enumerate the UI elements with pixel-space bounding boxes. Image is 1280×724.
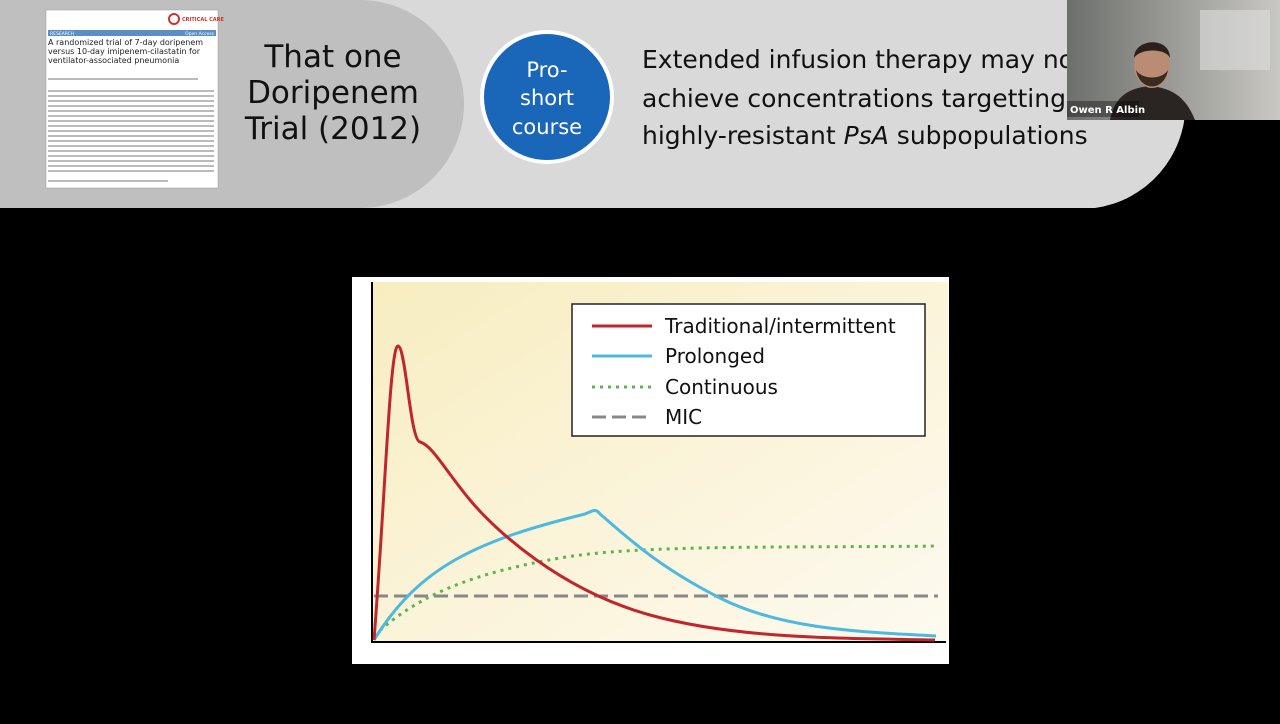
legend-label: MIC [665,405,702,429]
text: PsA [844,121,889,150]
heading-line: Doripenem [247,75,419,111]
legend-label: Prolonged [665,344,765,368]
traditional-curve [372,344,936,642]
badge-line: Pro- [526,58,567,82]
statement-line: highly-resistant PsA subpopulations [642,121,1088,150]
journal: CRITICAL CARE [182,17,225,23]
heading-line: That one [263,39,401,75]
participant-name: Owen R Albin [1070,105,1145,116]
prolonged-curve [372,509,937,641]
badge-line: course [512,115,582,139]
paper-thumbnail: CRITICAL CARE RESEARCH Open Access A ran… [45,9,225,189]
heading: That one Doripenem Trial (2012) [244,39,421,147]
badge [480,30,614,164]
legend-label: Continuous [665,375,778,399]
statement-line: achieve concentrations targetting [642,84,1066,113]
continuous-curve [372,544,939,638]
text: subpopulations [889,121,1088,150]
paper-title: A randomized trial of 7-day doripenem ve… [48,38,204,65]
webcam: Owen R Albin [1067,0,1280,120]
section: RESEARCH [50,31,74,37]
legend-label: Traditional/intermittent [664,314,896,338]
badge-line: short [520,86,574,110]
access: Open Access [185,31,215,37]
heading-line: Trial (2012) [244,111,421,147]
statement-line: Extended infusion therapy may not [642,45,1084,74]
text: highly-resistant [642,121,844,150]
